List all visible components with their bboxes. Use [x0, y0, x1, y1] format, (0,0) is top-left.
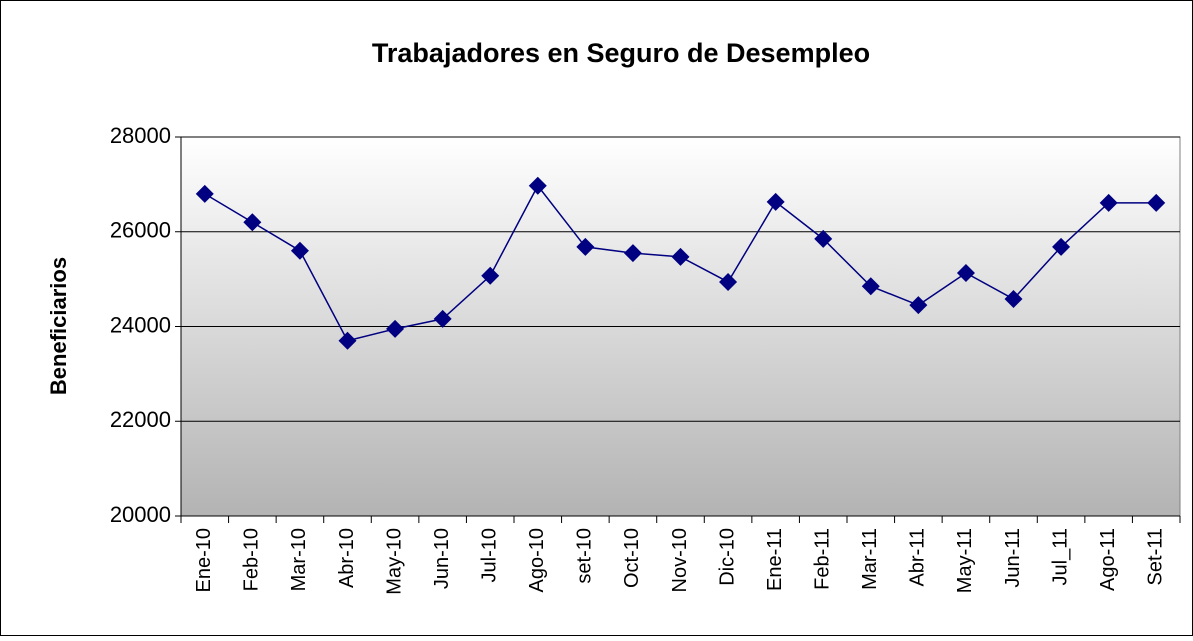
- x-tick-label: Nov-10: [669, 528, 691, 592]
- x-tick-label: Mar-10: [288, 528, 310, 591]
- data-point: [195, 184, 214, 203]
- x-tick-label: Set-11: [1144, 528, 1166, 585]
- y-tick-label: 22000: [110, 407, 171, 432]
- data-point: [386, 319, 405, 338]
- data-point: [338, 331, 357, 350]
- data-point: [909, 296, 928, 315]
- y-tick-label: 24000: [110, 312, 171, 337]
- data-point: [956, 263, 975, 282]
- x-tick-label: Jun-11: [1002, 528, 1024, 588]
- x-tick-label: Feb-11: [811, 528, 833, 590]
- y-axis-label: Beneficiarios: [46, 257, 71, 395]
- data-point: [481, 266, 500, 285]
- y-tick-label: 28000: [110, 123, 171, 148]
- x-tick-label: Mar-11: [859, 528, 881, 590]
- data-point: [1147, 193, 1166, 212]
- x-tick-label: Oct-10: [621, 528, 643, 588]
- data-point: [766, 192, 785, 211]
- x-tick-label: Feb-10: [241, 528, 263, 591]
- y-tick-label: 26000: [110, 218, 171, 243]
- data-point: [290, 241, 309, 260]
- y-tick-label: 20000: [110, 502, 171, 527]
- x-tick-label: Ago-11: [1097, 528, 1119, 591]
- x-tick-label: Dic-10: [716, 528, 738, 586]
- x-tick-label: Ene-10: [193, 528, 215, 593]
- data-point: [1099, 193, 1118, 212]
- data-point: [719, 272, 738, 291]
- data-point: [243, 213, 262, 232]
- x-tick-label: set-10: [574, 528, 596, 584]
- x-tick-label: Abr-10: [336, 528, 358, 588]
- data-point: [433, 309, 452, 328]
- data-point: [576, 237, 595, 256]
- data-point: [1004, 290, 1023, 309]
- x-tick-label: Ene-11: [764, 528, 786, 591]
- x-tick-label: Jun-10: [431, 528, 453, 589]
- x-tick-label: May-11: [954, 528, 976, 593]
- data-point: [1052, 237, 1071, 256]
- x-tick-label: Jul_11: [1049, 528, 1071, 585]
- x-tick-label: Abr-11: [907, 528, 929, 587]
- x-tick-label: Ago-10: [526, 528, 548, 593]
- data-point: [623, 244, 642, 263]
- data-point: [671, 247, 690, 266]
- data-point: [861, 277, 880, 296]
- chart-title: Trabajadores en Seguro de Desempleo: [372, 38, 870, 68]
- data-point: [528, 176, 547, 195]
- data-point: [814, 229, 833, 248]
- x-tick-label: May-10: [383, 528, 405, 595]
- x-tick-label: Jul-10: [478, 528, 500, 582]
